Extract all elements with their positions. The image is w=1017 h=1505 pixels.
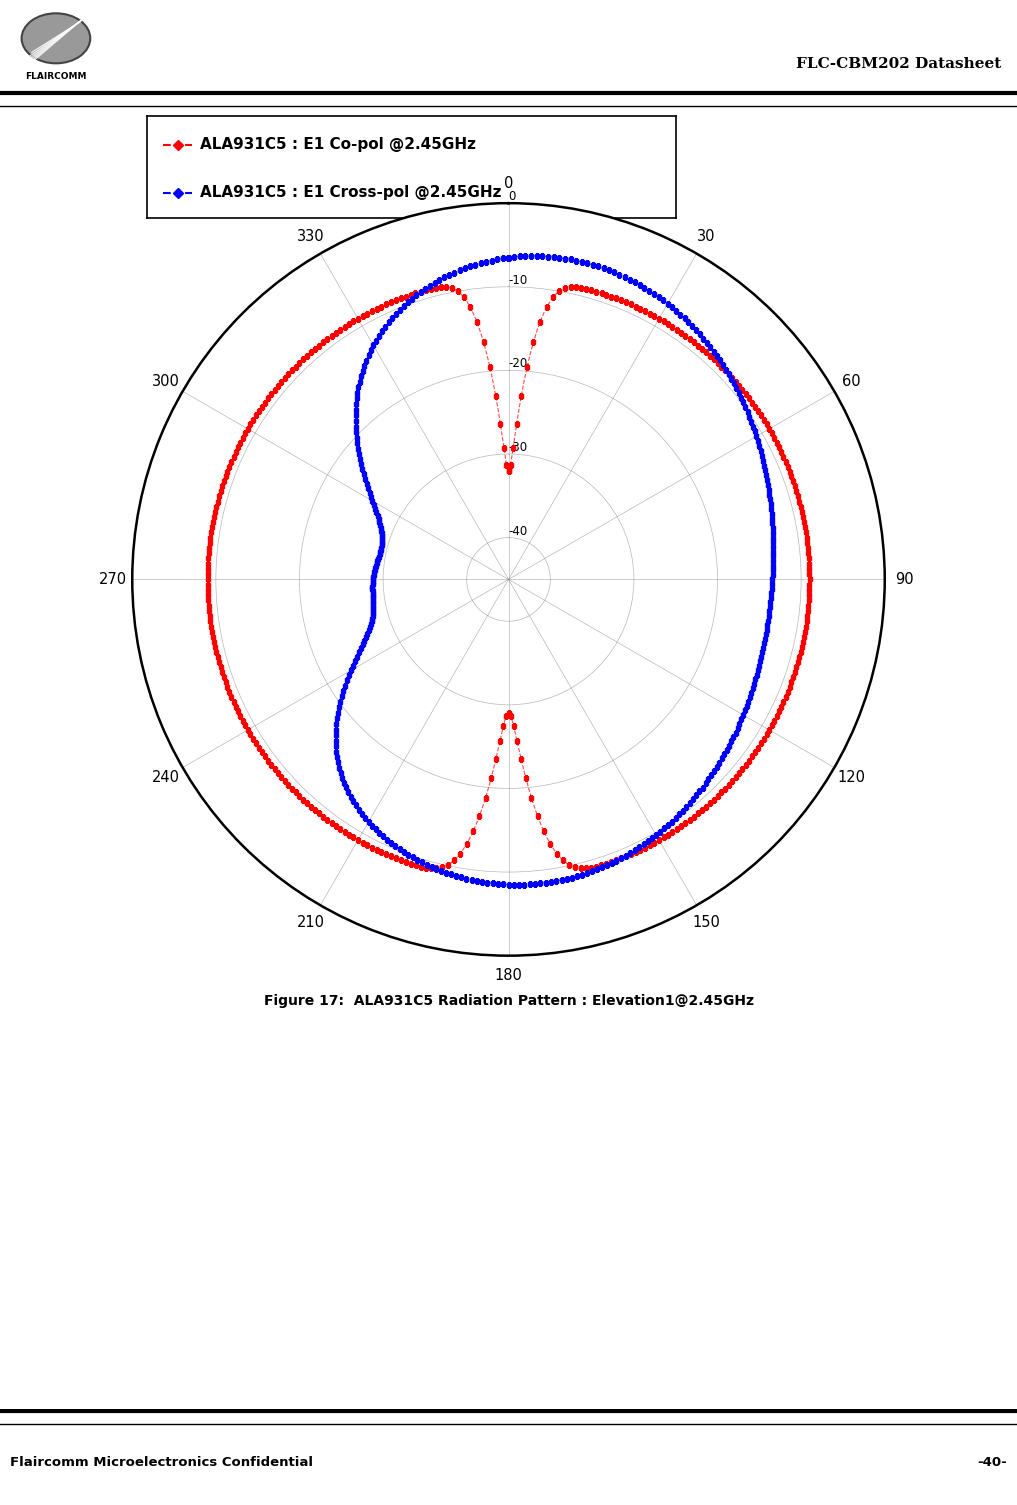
- Text: FLC-CBM202 Datasheet: FLC-CBM202 Datasheet: [796, 57, 1002, 71]
- Text: Flaircomm Microelectronics Confidential: Flaircomm Microelectronics Confidential: [10, 1457, 313, 1469]
- Text: -40-: -40-: [977, 1457, 1007, 1469]
- Text: FLAIRCOMM: FLAIRCOMM: [25, 72, 86, 81]
- Text: ALA931C5 : E1 Co-pol @2.45GHz: ALA931C5 : E1 Co-pol @2.45GHz: [200, 137, 476, 152]
- Text: Figure 17:  ALA931C5 Radiation Pattern : Elevation1@2.45GHz: Figure 17: ALA931C5 Radiation Pattern : …: [263, 993, 754, 1008]
- Ellipse shape: [21, 14, 91, 63]
- Text: ALA931C5 : E1 Cross-pol @2.45GHz: ALA931C5 : E1 Cross-pol @2.45GHz: [200, 185, 501, 200]
